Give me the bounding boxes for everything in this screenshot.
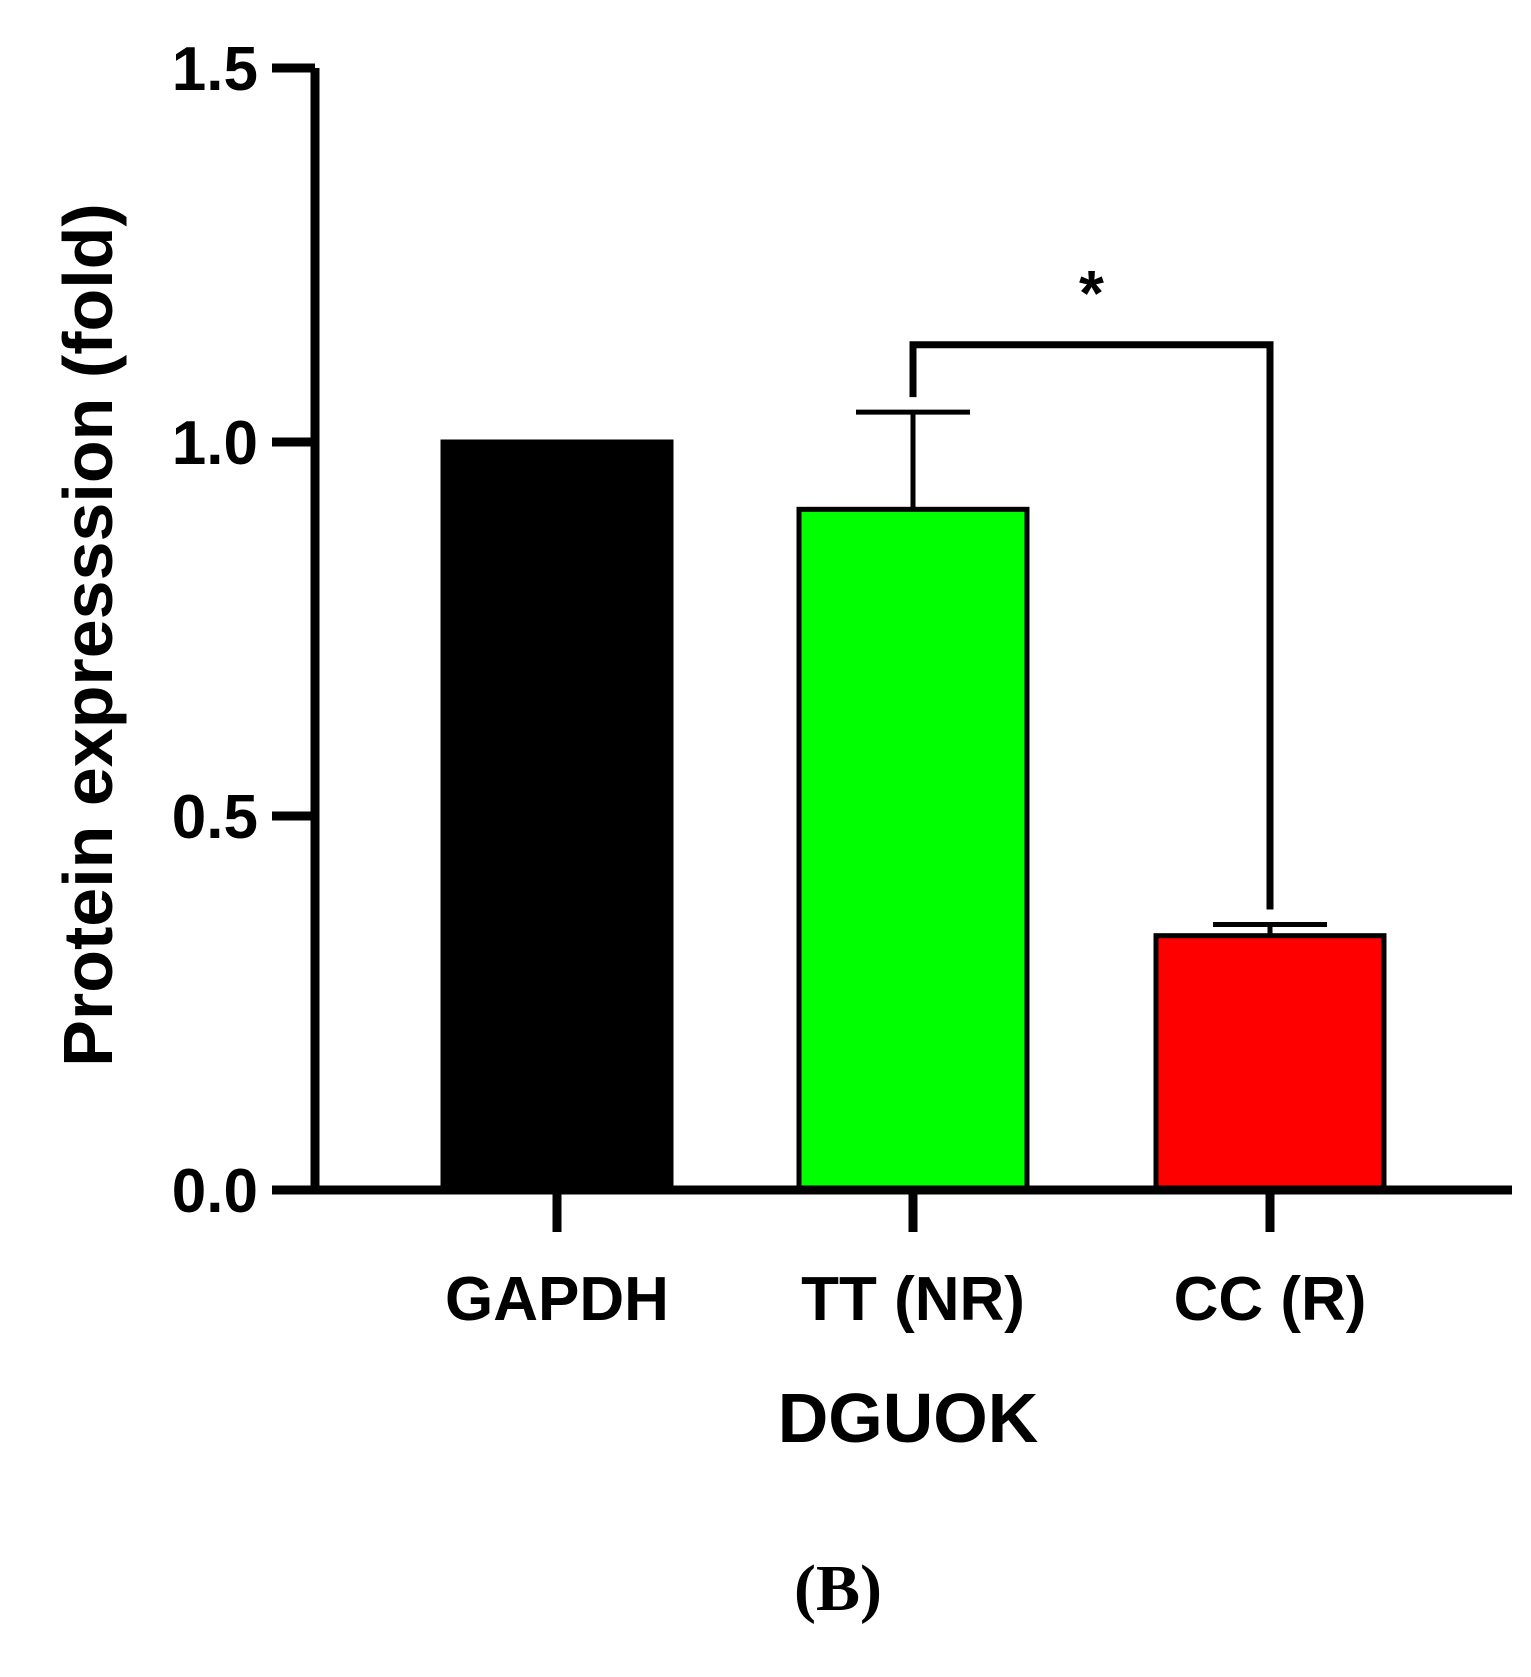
bar: [440, 439, 674, 1193]
error-bars-layer: [856, 409, 1327, 936]
x-axis-title: DGUOK: [778, 1379, 1039, 1457]
y-tick-label: 0.5: [172, 783, 258, 852]
y-tick-label: 1.5: [172, 35, 258, 104]
significance-marker: *: [1079, 257, 1104, 329]
x-tick-label: GAPDH: [445, 1265, 669, 1334]
significance-layer: *: [909, 257, 1274, 910]
y-axis-title: Protein expresssion (fold): [49, 203, 127, 1066]
bar: [1153, 933, 1387, 1193]
panel-label: (B): [794, 1552, 882, 1625]
bars-layer: [440, 439, 1387, 1193]
x-tick-label: CC (R): [1174, 1265, 1367, 1334]
significance-bracket: [909, 341, 1274, 910]
x-tick-label: TT (NR): [801, 1265, 1025, 1334]
axes-layer: [272, 68, 1512, 1195]
bar: [796, 506, 1030, 1193]
y-tick-label: 1.0: [172, 409, 258, 478]
y-tick-label: 0.0: [172, 1157, 258, 1226]
x-ticks-layer: GAPDH TT (NR) CC (R): [445, 1190, 1366, 1334]
y-ticks-layer: 0.0 0.5 1.0 1.5: [172, 35, 315, 1226]
